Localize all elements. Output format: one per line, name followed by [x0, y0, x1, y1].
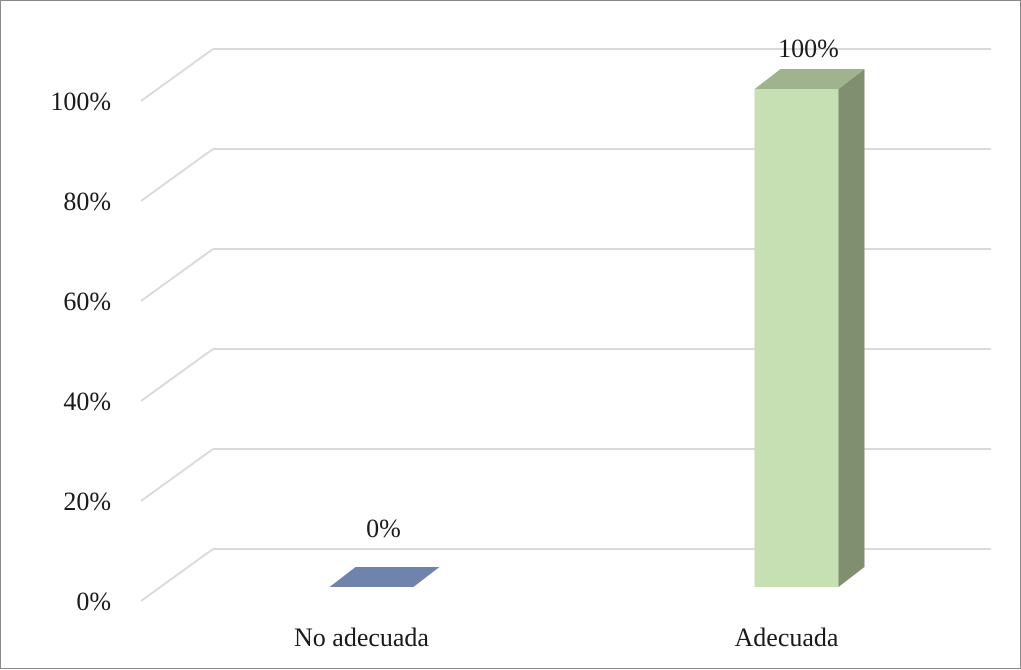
bar-top-1 — [754, 69, 865, 89]
bar-side-1 — [838, 69, 865, 587]
bar-front-1 — [754, 89, 839, 587]
y-tick-label: 40% — [63, 387, 111, 416]
gridline-depth-40 — [140, 348, 214, 402]
gridline-depth-0 — [140, 548, 214, 602]
bar-top-0 — [329, 567, 440, 587]
y-tick-label: 60% — [63, 287, 111, 316]
gridline-depth-100 — [140, 48, 214, 102]
gridline-depth-20 — [140, 448, 214, 502]
data-label: 100% — [778, 34, 839, 63]
y-tick-label: 0% — [76, 587, 111, 616]
gridline-depth-60 — [140, 248, 214, 302]
data-label: 0% — [366, 514, 401, 543]
y-tick-label: 20% — [63, 487, 111, 516]
y-tick-label: 80% — [63, 187, 111, 216]
x-tick-label: No adecuada — [294, 623, 429, 652]
gridline-depth-80 — [140, 148, 214, 202]
x-tick-label: Adecuada — [735, 623, 839, 652]
y-tick-label: 100% — [50, 87, 111, 116]
